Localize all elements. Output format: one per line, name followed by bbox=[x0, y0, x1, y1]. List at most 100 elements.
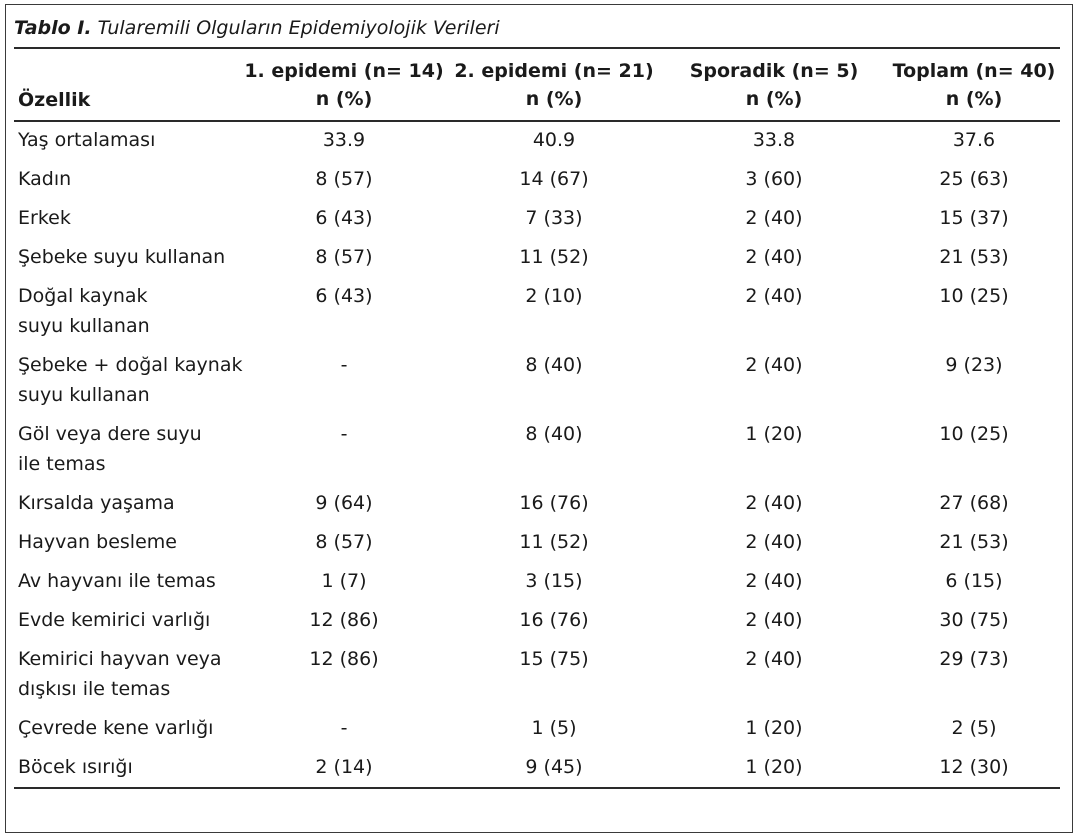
row-value-col-4: 29 (73) bbox=[939, 648, 1009, 670]
row-value-col-2: 9 (45) bbox=[525, 756, 583, 778]
row-value-col-1: 33.9 bbox=[322, 129, 366, 151]
row-value-col-1: - bbox=[340, 423, 348, 445]
row-label-line: Doğal kaynak bbox=[18, 285, 148, 307]
row-label: Çevrede kene varlığı bbox=[18, 713, 278, 743]
row-value-col-2: 40.9 bbox=[532, 129, 576, 151]
row-value-col-2: 15 (75) bbox=[519, 648, 589, 670]
row-label: Göl veya dere suyu ile temas bbox=[18, 419, 278, 479]
row-label-line: Göl veya dere suyu bbox=[18, 423, 202, 445]
row-value-col-2: 1 (5) bbox=[531, 717, 577, 739]
row-label-line: suyu kullanan bbox=[18, 384, 150, 406]
row-value-col-3: 2 (40) bbox=[745, 609, 803, 631]
row-label-line: Evde kemirici varlığı bbox=[18, 609, 211, 631]
row-value-col-1: 6 (43) bbox=[315, 285, 373, 307]
row-value-col-4: 6 (15) bbox=[945, 570, 1003, 592]
row-label-line: suyu kullanan bbox=[18, 315, 150, 337]
row-label-line: Şebeke suyu kullanan bbox=[18, 246, 226, 268]
row-label-line: Kadın bbox=[18, 168, 72, 190]
row-label-line: ile temas bbox=[18, 453, 106, 475]
row-value-col-1: 9 (64) bbox=[315, 492, 373, 514]
header-col-2-name: 2. epidemi (n= 21) bbox=[454, 60, 654, 82]
row-value-col-3: 2 (40) bbox=[745, 354, 803, 376]
row-label: Şebeke + doğal kaynak suyu kullanan bbox=[18, 350, 278, 410]
header-col-1-name: 1. epidemi (n= 14) bbox=[244, 60, 444, 82]
header-col-2: 2. epidemi (n= 21) n (%) bbox=[454, 57, 654, 115]
row-value-col-4: 9 (23) bbox=[945, 354, 1003, 376]
table-title: Tularemili Olguların Epidemiyolojik Veri… bbox=[97, 17, 500, 39]
row-value-col-4: 10 (25) bbox=[939, 423, 1009, 445]
row-value-col-3: 1 (20) bbox=[745, 756, 803, 778]
row-value-col-4: 15 (37) bbox=[939, 207, 1009, 229]
header-col-2-sub: n (%) bbox=[525, 88, 583, 110]
row-value-col-3: 1 (20) bbox=[745, 423, 803, 445]
row-label-line: Kemirici hayvan veya bbox=[18, 648, 222, 670]
row-value-col-1: 6 (43) bbox=[315, 207, 373, 229]
row-label: Şebeke suyu kullanan bbox=[18, 242, 278, 272]
table-frame: Tablo I. Tularemili Olguların Epidemiyol… bbox=[5, 4, 1073, 833]
row-value-col-4: 21 (53) bbox=[939, 246, 1009, 268]
row-value-col-1: 2 (14) bbox=[315, 756, 373, 778]
row-label: Av hayvanı ile temas bbox=[18, 566, 278, 596]
row-value-col-1: 1 (7) bbox=[321, 570, 367, 592]
row-label: Hayvan besleme bbox=[18, 527, 278, 557]
row-value-col-2: 2 (10) bbox=[525, 285, 583, 307]
row-value-col-4: 25 (63) bbox=[939, 168, 1009, 190]
row-label-line: Kırsalda yaşama bbox=[18, 492, 175, 514]
row-value-col-1: 12 (86) bbox=[309, 609, 379, 631]
row-value-col-1: 12 (86) bbox=[309, 648, 379, 670]
table-label: Tablo I. bbox=[14, 17, 92, 39]
row-label: Böcek ısırığı bbox=[18, 752, 278, 782]
header-col-4-name: Toplam (n= 40) bbox=[892, 60, 1056, 82]
row-label-line: Erkek bbox=[18, 207, 71, 229]
header-col-4: Toplam (n= 40) n (%) bbox=[884, 57, 1064, 115]
row-value-col-2: 16 (76) bbox=[519, 609, 589, 631]
top-rule bbox=[14, 47, 1060, 49]
header-col-1-sub: n (%) bbox=[315, 88, 373, 110]
row-value-col-3: 2 (40) bbox=[745, 648, 803, 670]
row-value-col-1: 8 (57) bbox=[315, 246, 373, 268]
row-label: Kırsalda yaşama bbox=[18, 488, 278, 518]
row-value-col-2: 11 (52) bbox=[519, 246, 589, 268]
header-col-3: Sporadik (n= 5) n (%) bbox=[684, 57, 864, 115]
row-label: Kadın bbox=[18, 164, 278, 194]
header-col-3-name: Sporadik (n= 5) bbox=[689, 60, 859, 82]
row-value-col-2: 11 (52) bbox=[519, 531, 589, 553]
bottom-rule bbox=[14, 787, 1060, 789]
row-value-col-4: 21 (53) bbox=[939, 531, 1009, 553]
row-value-col-4: 12 (30) bbox=[939, 756, 1009, 778]
row-value-col-3: 3 (60) bbox=[745, 168, 803, 190]
row-label: Erkek bbox=[18, 203, 278, 233]
header-rule bbox=[14, 120, 1060, 122]
row-value-col-2: 16 (76) bbox=[519, 492, 589, 514]
row-label-line: Çevrede kene varlığı bbox=[18, 717, 214, 739]
row-value-col-3: 2 (40) bbox=[745, 246, 803, 268]
header-col-3-sub: n (%) bbox=[745, 88, 803, 110]
row-value-col-2: 8 (40) bbox=[525, 423, 583, 445]
row-value-col-3: 2 (40) bbox=[745, 492, 803, 514]
header-col-1: 1. epidemi (n= 14) n (%) bbox=[244, 57, 444, 115]
row-value-col-3: 2 (40) bbox=[745, 285, 803, 307]
row-value-col-3: 33.8 bbox=[752, 129, 796, 151]
table-caption: Tablo I. Tularemili Olguların Epidemiyol… bbox=[14, 15, 500, 41]
row-label: Doğal kaynak suyu kullanan bbox=[18, 281, 278, 341]
row-label-line: Böcek ısırığı bbox=[18, 756, 133, 778]
header-col-4-sub: n (%) bbox=[945, 88, 1003, 110]
row-value-col-3: 2 (40) bbox=[745, 531, 803, 553]
row-label: Kemirici hayvan veya dışkısı ile temas bbox=[18, 644, 278, 704]
row-value-col-2: 3 (15) bbox=[525, 570, 583, 592]
row-value-col-4: 2 (5) bbox=[951, 717, 997, 739]
row-label-line: Hayvan besleme bbox=[18, 531, 177, 553]
row-label: Yaş ortalaması bbox=[18, 125, 278, 155]
row-value-col-4: 37.6 bbox=[952, 129, 996, 151]
row-label-line: dışkısı ile temas bbox=[18, 678, 171, 700]
row-value-col-2: 14 (67) bbox=[519, 168, 589, 190]
row-label-line: Şebeke + doğal kaynak bbox=[18, 354, 243, 376]
row-label-line: Av hayvanı ile temas bbox=[18, 570, 216, 592]
row-label: Evde kemirici varlığı bbox=[18, 605, 278, 635]
row-value-col-4: 10 (25) bbox=[939, 285, 1009, 307]
row-value-col-1: - bbox=[340, 354, 348, 376]
row-value-col-4: 27 (68) bbox=[939, 492, 1009, 514]
row-value-col-4: 30 (75) bbox=[939, 609, 1009, 631]
row-value-col-3: 1 (20) bbox=[745, 717, 803, 739]
row-value-col-1: 8 (57) bbox=[315, 531, 373, 553]
